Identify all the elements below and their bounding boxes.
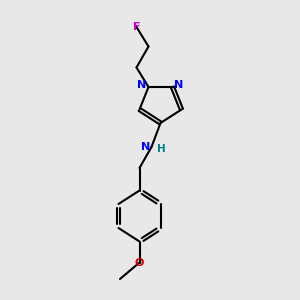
- Text: N: N: [142, 142, 151, 152]
- Text: N: N: [137, 80, 146, 90]
- Text: O: O: [135, 257, 144, 268]
- Text: H: H: [157, 143, 166, 154]
- Text: N: N: [175, 80, 184, 90]
- Text: F: F: [133, 22, 140, 32]
